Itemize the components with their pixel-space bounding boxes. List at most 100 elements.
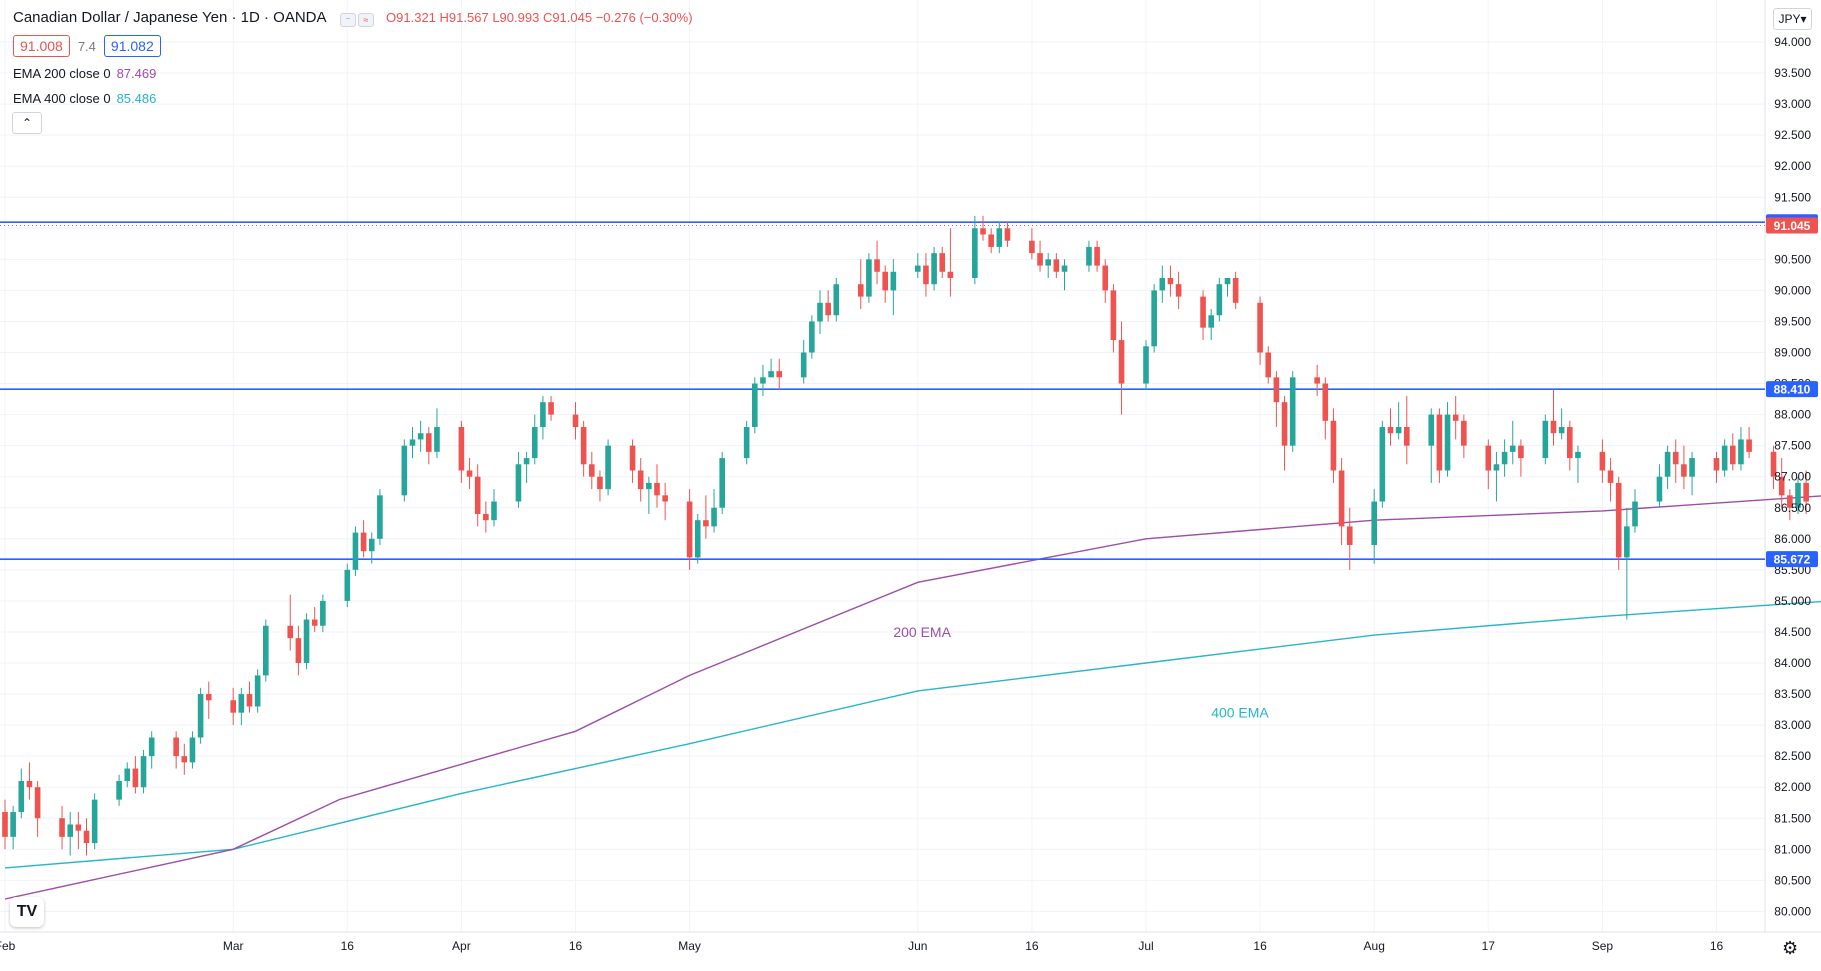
candle-body [1713,458,1720,471]
ema200-legend[interactable]: EMA 200 close 0 87.469 [13,66,156,81]
candle-body [352,532,359,570]
candle-body [466,470,473,477]
currency-selector[interactable]: JPY▾ [1773,8,1812,30]
candle-body [890,271,897,291]
candle-body [181,756,188,763]
ema-annotation-label: 200 EMA [893,624,951,640]
candle-body [1501,451,1508,465]
time-tick-label: Aug [1364,939,1385,953]
candle-body [572,414,579,428]
candle-body [915,265,921,272]
candle-body [1273,377,1280,403]
price-tick-label: 90.500 [1774,252,1811,266]
symbol-title[interactable]: Canadian Dollar / Japanese Yen · 1D · OA… [13,9,326,26]
price-tick-label: 83.000 [1774,718,1811,732]
candle-body [173,737,179,757]
candle-body [752,383,758,428]
candle-body [1656,476,1663,502]
price-tick-label: 83.500 [1774,687,1811,701]
candle-body [124,768,131,781]
candle-body [1371,501,1377,546]
candle-body [140,756,147,788]
candle-body [320,600,326,626]
time-tick-label: 16 [1025,939,1039,953]
sell-price-button[interactable]: 91.008 [13,35,70,57]
candle-body [1681,464,1687,477]
time-tick-label: Jun [908,939,927,953]
candle-body [10,812,16,837]
ema400-line [4,600,1821,869]
candle-body [980,228,986,235]
time-tick-label: Apr [452,939,471,953]
candle-body [377,495,383,539]
candle-body [1746,439,1752,452]
ohlc-values: O91.321 H91.567 L90.993 C91.045 −0.276 (… [386,10,693,25]
time-tick-label: 17 [1482,939,1496,953]
candle-body [743,427,750,459]
candle-body [1518,445,1524,459]
candle-body [931,253,937,285]
candle-body [1485,445,1492,471]
candle-body [311,619,318,626]
candle-body [132,768,139,788]
time-tick-label: Mar [223,939,244,953]
candles-group [2,215,1809,856]
candle-body [662,495,668,502]
candle-body [939,253,946,272]
candle-body [230,700,236,713]
price-tick-label: 92.500 [1774,128,1811,142]
candle-body [483,513,489,521]
gear-icon[interactable]: ⚙ [1782,938,1799,958]
candle-body [996,228,1003,247]
level-price-badge-bg [1766,551,1818,568]
candle-body [1379,427,1386,502]
candle-body [1387,427,1394,434]
candle-body [148,737,155,757]
candle-body [116,780,122,800]
candle-body [1175,284,1182,297]
ema400-label: EMA 400 close 0 [13,91,111,106]
candle-body [205,694,212,701]
indicators-icon[interactable]: ≈ [357,13,374,27]
last-price-badge: 91.045 [1774,219,1811,233]
candle-body [1550,420,1557,434]
candle-body [768,371,774,378]
candle-body [1159,277,1166,291]
candle-body [1004,228,1011,241]
compare-icon[interactable]: ⁻ [339,13,356,27]
ema400-legend[interactable]: EMA 400 close 0 85.486 [13,91,156,106]
buy-price-button[interactable]: 91.082 [103,35,161,57]
candle-body [59,818,65,837]
candle-body [646,482,652,490]
candle-body [1061,265,1068,272]
price-tick-label: 86.500 [1774,501,1811,515]
candle-body [800,352,807,378]
time-tick-label: Jul [1138,939,1153,953]
collapse-legend-button[interactable]: ⌃ [12,112,42,134]
candle-body [401,445,408,496]
candle-body [825,302,831,316]
level-price-badge: 85.672 [1774,553,1811,567]
candle-body [1795,482,1801,508]
change-value: −0.276 (−0.30%) [595,10,693,25]
candle-body [1730,445,1736,465]
low-value: L90.993 [492,10,540,25]
candle-body [75,824,82,831]
candle-body [1322,383,1329,421]
price-tick-label: 81.500 [1774,811,1811,825]
candle-body [637,470,644,490]
candle-body [426,433,432,452]
candle-body [711,507,717,527]
tradingview-logo-icon[interactable]: TV [10,897,44,927]
price-tick-label: 85.000 [1774,594,1811,608]
price-tick-label: 93.000 [1774,97,1811,111]
price-tick-label: 80.000 [1774,904,1811,918]
price-tick-label: 91.500 [1774,190,1811,204]
time-tick-label: Sep [1592,939,1614,953]
ema-annotation-label: 400 EMA [1211,705,1269,721]
candle-body [1664,451,1671,477]
candle-body [580,427,587,465]
time-tick-label: May [678,939,701,953]
